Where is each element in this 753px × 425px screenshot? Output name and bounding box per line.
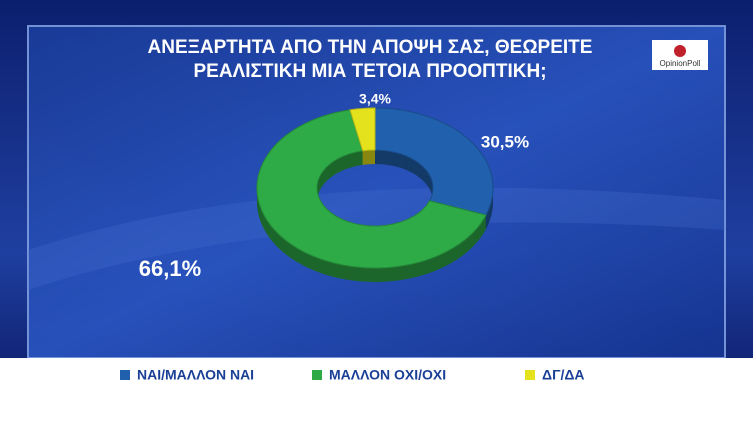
data-label: 66,1% xyxy=(139,256,201,281)
legend-band xyxy=(0,358,753,420)
data-label: 30,5% xyxy=(481,132,529,151)
chart-title: ΑΝΕΞΑΡΤΗΤΑ ΑΠΟ ΤΗΝ ΑΠΟΨΗ ΣΑΣ, ΘΕΩΡΕΙΤΕ Ρ… xyxy=(147,37,593,82)
legend-swatch xyxy=(312,370,322,380)
logo-icon xyxy=(674,45,686,57)
data-label: 3,4% xyxy=(359,91,391,107)
legend-label: ΔΓ/ΔΑ xyxy=(542,367,585,383)
slice xyxy=(349,107,376,152)
title-box: ΑΝΕΞΑΡΤΗΤΑ ΑΠΟ ΤΗΝ ΑΠΟΨΗ ΣΑΣ, ΘΕΩΡΕΙΤΕ Ρ… xyxy=(147,37,593,82)
legend-label: ΝΑΙ/ΜΑΛΛΟΝ ΝΑΙ xyxy=(137,367,254,383)
legend-swatch xyxy=(120,370,130,380)
slice xyxy=(256,109,487,269)
logo-text: OpinionPoll xyxy=(660,59,701,68)
legend-swatch xyxy=(525,370,535,380)
slice xyxy=(374,107,494,216)
legend-label: ΜΑΛΛΟΝ ΟΧΙ/ΟΧΙ xyxy=(329,367,446,383)
swoosh xyxy=(28,187,725,290)
panel xyxy=(27,25,726,359)
